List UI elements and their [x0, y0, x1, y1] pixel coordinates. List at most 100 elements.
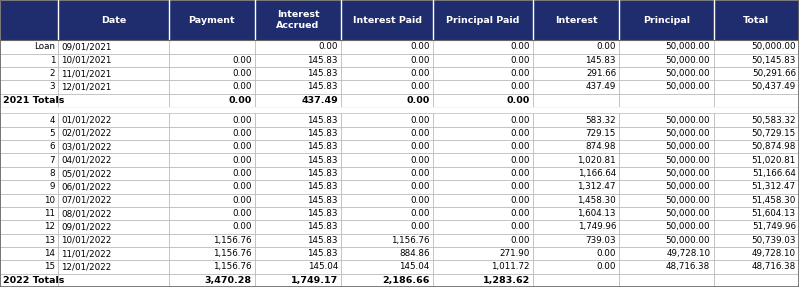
Text: 1,166.64: 1,166.64	[578, 169, 616, 178]
Text: 49,728.10: 49,728.10	[666, 249, 710, 258]
Bar	[714, 80, 799, 94]
Text: 51,312.47: 51,312.47	[752, 182, 796, 191]
Bar	[255, 0, 341, 40]
Text: 48,716.38: 48,716.38	[666, 263, 710, 272]
Text: 49,728.10: 49,728.10	[752, 249, 796, 258]
Bar	[0, 154, 58, 167]
Bar	[0, 0, 58, 40]
Text: Total: Total	[743, 15, 769, 25]
Text: 1,156.76: 1,156.76	[213, 236, 252, 245]
Bar	[255, 220, 341, 234]
Text: 1,156.76: 1,156.76	[213, 249, 252, 258]
Text: 2021 Totals: 2021 Totals	[3, 96, 65, 105]
Text: 14: 14	[44, 249, 55, 258]
Bar	[0, 234, 58, 247]
Bar	[714, 127, 799, 140]
Bar	[341, 247, 433, 260]
Bar	[341, 140, 433, 154]
Bar	[255, 167, 341, 180]
Bar	[58, 260, 169, 274]
Text: 50,000.00: 50,000.00	[666, 116, 710, 125]
Bar	[533, 80, 619, 94]
Text: 0.00: 0.00	[233, 82, 252, 92]
Text: 1,011.72: 1,011.72	[491, 263, 530, 272]
Bar	[0, 193, 58, 207]
Bar	[341, 220, 433, 234]
Bar	[341, 113, 433, 127]
Bar	[0, 140, 58, 154]
Text: 01/01/2022: 01/01/2022	[62, 116, 112, 125]
Text: 06/01/2022: 06/01/2022	[62, 182, 112, 191]
Bar	[714, 207, 799, 220]
Text: 0.00: 0.00	[407, 96, 430, 105]
Bar	[169, 54, 255, 67]
Text: 50,874.98: 50,874.98	[751, 142, 796, 151]
Bar	[533, 140, 619, 154]
Text: 50,000.00: 50,000.00	[666, 222, 710, 231]
Bar	[533, 220, 619, 234]
Bar	[58, 54, 169, 67]
Bar	[169, 154, 255, 167]
Text: 145.83: 145.83	[308, 69, 338, 78]
Text: 50,000.00: 50,000.00	[666, 182, 710, 191]
Bar	[433, 113, 533, 127]
Text: 1,749.17: 1,749.17	[291, 276, 338, 285]
Text: 291.66: 291.66	[586, 69, 616, 78]
Bar	[169, 94, 255, 107]
Bar	[619, 67, 714, 80]
Bar	[619, 107, 714, 113]
Text: 10/01/2022: 10/01/2022	[62, 236, 112, 245]
Bar	[58, 67, 169, 80]
Bar	[714, 67, 799, 80]
Text: Interest: Interest	[555, 15, 598, 25]
Bar	[169, 107, 255, 113]
Bar	[255, 113, 341, 127]
Bar	[169, 167, 255, 180]
Bar	[714, 167, 799, 180]
Text: 0.00: 0.00	[319, 42, 338, 51]
Text: 4: 4	[50, 116, 55, 125]
Text: 51,166.64: 51,166.64	[752, 169, 796, 178]
Text: 50,729.15: 50,729.15	[752, 129, 796, 138]
Bar	[433, 193, 533, 207]
Text: Principal: Principal	[643, 15, 690, 25]
Text: 0.00: 0.00	[233, 69, 252, 78]
Bar	[619, 113, 714, 127]
Bar	[433, 127, 533, 140]
Bar	[0, 107, 58, 113]
Text: 0.00: 0.00	[597, 42, 616, 51]
Bar	[169, 247, 255, 260]
Bar	[714, 274, 799, 287]
Bar	[58, 113, 169, 127]
Bar	[169, 80, 255, 94]
Bar	[255, 207, 341, 220]
Text: 51,020.81: 51,020.81	[752, 156, 796, 165]
Bar	[533, 234, 619, 247]
Bar	[341, 180, 433, 193]
Bar	[341, 193, 433, 207]
Bar	[341, 234, 433, 247]
Text: 0.00: 0.00	[511, 156, 530, 165]
Text: 0.00: 0.00	[411, 42, 430, 51]
Bar	[58, 94, 169, 107]
Bar	[533, 207, 619, 220]
Text: 437.49: 437.49	[301, 96, 338, 105]
Text: 0.00: 0.00	[233, 196, 252, 205]
Bar	[714, 180, 799, 193]
Text: Date: Date	[101, 15, 126, 25]
Bar	[0, 94, 58, 107]
Text: 50,000.00: 50,000.00	[666, 169, 710, 178]
Bar	[533, 167, 619, 180]
Bar	[714, 140, 799, 154]
Text: Loan: Loan	[34, 42, 55, 51]
Text: 50,000.00: 50,000.00	[666, 156, 710, 165]
Bar	[433, 167, 533, 180]
Bar	[169, 220, 255, 234]
Bar	[169, 40, 255, 54]
Text: 0.00: 0.00	[511, 82, 530, 92]
Bar	[58, 193, 169, 207]
Bar	[341, 260, 433, 274]
Bar	[714, 0, 799, 40]
Bar	[341, 154, 433, 167]
Bar	[714, 107, 799, 113]
